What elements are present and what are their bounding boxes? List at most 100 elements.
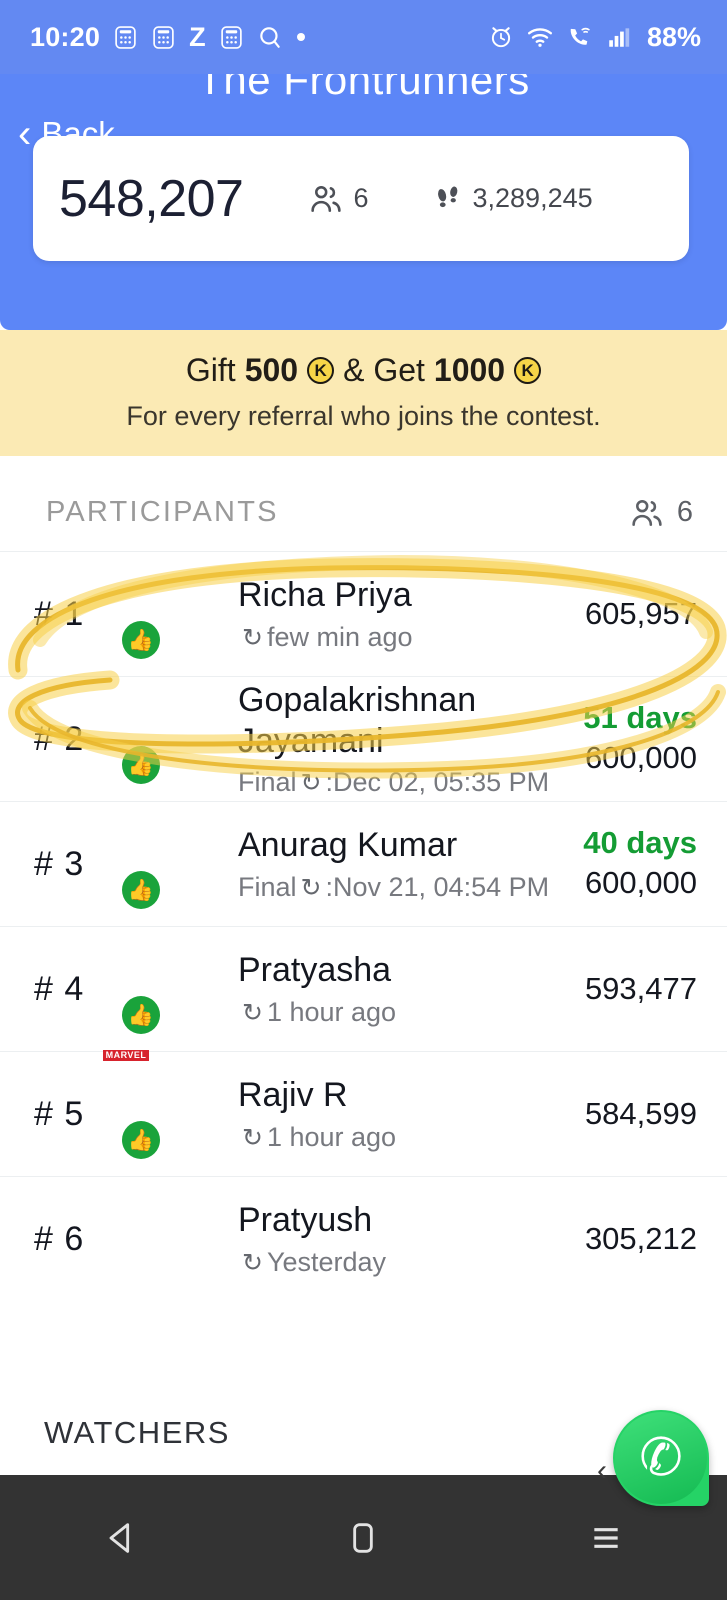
people-icon bbox=[629, 498, 665, 528]
promo-middle: & Get bbox=[343, 352, 425, 388]
alarm-icon bbox=[488, 24, 514, 50]
search-icon bbox=[257, 24, 283, 50]
refresh-icon: ↻ bbox=[300, 768, 322, 797]
participants-stat: 6 bbox=[309, 183, 369, 214]
back-nav-icon[interactable] bbox=[61, 1518, 181, 1558]
recents-nav-icon[interactable] bbox=[546, 1518, 666, 1558]
status-bar-right: 88% bbox=[488, 22, 701, 53]
coin-icon: K bbox=[307, 357, 335, 384]
verified-thumbs-up-icon: 👍 bbox=[122, 621, 160, 659]
table-row[interactable]: # 4 👍 Pratyasha ↻ 1 hour ago 593,477 bbox=[0, 926, 727, 1051]
people-icon bbox=[309, 184, 343, 214]
avatar[interactable]: 👍 bbox=[122, 821, 212, 909]
avatar[interactable]: 👍 bbox=[122, 571, 212, 659]
participant-meta: ↻ few min ago bbox=[238, 622, 514, 653]
participant-meta: ↻ 1 hour ago bbox=[238, 1122, 514, 1153]
days-badge: 40 days bbox=[583, 824, 697, 860]
promo-gift-amount: 500 bbox=[244, 352, 299, 388]
stats-card[interactable]: 548,207 6 3,289,245 bbox=[33, 136, 689, 261]
verified-thumbs-up-icon: 👍 bbox=[122, 746, 160, 784]
score-value: 600,000 bbox=[584, 865, 697, 901]
table-row[interactable]: # 6 Pratyush ↻ Yesterday 305,212 bbox=[0, 1176, 727, 1301]
avatar[interactable]: 👍 bbox=[122, 696, 212, 784]
referral-promo-banner[interactable]: Gift 500 K & Get 1000 K For every referr… bbox=[0, 330, 727, 456]
participant-info: Gopalakrishnan Jayamani Final ↻ :Dec 02,… bbox=[238, 680, 549, 798]
score-value: 305,212 bbox=[584, 1221, 697, 1257]
android-navbar bbox=[0, 1475, 727, 1600]
phone-glyph-icon: ✆ bbox=[639, 1429, 683, 1487]
calculator-icon bbox=[151, 25, 176, 50]
wifi-calling-icon bbox=[566, 24, 593, 50]
fab-collapse-chevron-icon[interactable]: ‹ bbox=[597, 1454, 607, 1487]
participant-name: Richa Priya bbox=[238, 576, 412, 615]
watchers-section-title: WATCHERS bbox=[0, 1371, 727, 1451]
refresh-icon: ↻ bbox=[242, 1123, 263, 1152]
rank-label: # 5 bbox=[34, 1094, 85, 1133]
participant-info: Anurag Kumar Final ↻ :Nov 21, 04:54 PM bbox=[238, 825, 549, 903]
participant-scores: 584,599 bbox=[522, 1093, 697, 1135]
meta-time: 1 hour ago bbox=[266, 996, 397, 1027]
score-value: 605,957 bbox=[584, 596, 697, 632]
table-row[interactable]: # 2 👍 Gopalakrishnan Jayamani Final ↻ :D… bbox=[0, 676, 727, 801]
participant-scores: 593,477 bbox=[522, 968, 697, 1010]
table-row[interactable]: # 3 👍 Anurag Kumar Final ↻ :Nov 21, 04:5… bbox=[0, 801, 727, 926]
avatar[interactable] bbox=[126, 1196, 212, 1282]
whatsapp-fab[interactable]: ✆ ‹ bbox=[597, 1410, 709, 1506]
table-row[interactable]: # 5 MARVEL HALL HEROES 👍 Rajiv R ↻ 1 hou… bbox=[0, 1049, 727, 1176]
table-row[interactable]: # 1 👍 Richa Priya ↻ few min ago 605,957 bbox=[0, 551, 727, 676]
refresh-icon: ↻ bbox=[242, 998, 263, 1027]
contest-header: The Frontrunners ‹ Back 548,207 6 3,289,… bbox=[0, 74, 727, 330]
rank-label: # 2 bbox=[34, 719, 85, 758]
refresh-icon: ↻ bbox=[300, 873, 322, 902]
rank-label: # 4 bbox=[34, 969, 85, 1008]
total-steps-stat: 3,289,245 bbox=[433, 183, 593, 214]
participants-count-value: 6 bbox=[353, 183, 369, 213]
meta-time: Yesterday bbox=[266, 1246, 387, 1277]
participant-meta: ↻ 1 hour ago bbox=[238, 997, 514, 1028]
home-nav-icon[interactable] bbox=[303, 1518, 423, 1558]
verified-thumbs-up-icon: 👍 bbox=[122, 1121, 160, 1159]
participant-meta: Final ↻ :Nov 21, 04:54 PM bbox=[238, 872, 549, 903]
meta-time: 1 hour ago bbox=[266, 1121, 397, 1152]
meta-time: :Nov 21, 04:54 PM bbox=[325, 871, 550, 902]
participant-info: Rajiv R ↻ 1 hour ago bbox=[238, 1075, 522, 1152]
dot-icon bbox=[296, 32, 306, 42]
participant-scores: 605,957 bbox=[522, 593, 697, 635]
rank-label: # 1 bbox=[34, 594, 85, 633]
rank-label: # 6 bbox=[34, 1219, 85, 1258]
promo-headline: Gift 500 K & Get 1000 K bbox=[10, 352, 717, 389]
meta-time: :Dec 02, 05:35 PM bbox=[325, 766, 550, 797]
status-time: 10:20 bbox=[30, 21, 101, 52]
z-app-icon: Z bbox=[189, 21, 206, 52]
refresh-icon: ↻ bbox=[242, 1248, 263, 1277]
rank-label: # 3 bbox=[34, 844, 85, 883]
promo-prefix: Gift bbox=[185, 352, 236, 388]
score-value: 584,599 bbox=[584, 1096, 697, 1132]
score-value: 593,477 bbox=[584, 971, 697, 1007]
participant-scores: 40 days 600,000 bbox=[522, 824, 697, 905]
participant-meta: Final ↻ :Dec 02, 05:35 PM bbox=[238, 766, 549, 798]
participant-name: Anurag Kumar bbox=[238, 826, 458, 865]
meta-prefix: Final bbox=[238, 766, 297, 797]
verified-thumbs-up-icon: 👍 bbox=[122, 996, 160, 1034]
participant-info: Richa Priya ↻ few min ago bbox=[238, 575, 522, 652]
back-chevron-icon[interactable]: ‹ bbox=[18, 112, 32, 156]
participant-scores: 305,212 bbox=[522, 1218, 697, 1260]
participant-scores: 51 days 600,000 bbox=[522, 699, 697, 780]
list-bottom-spacer bbox=[0, 1301, 727, 1371]
participant-name: Pratyasha bbox=[238, 951, 392, 990]
status-bar: 10:20 Z 88% bbox=[0, 0, 727, 74]
avatar[interactable]: MARVEL HALL HEROES 👍 bbox=[93, 1049, 212, 1159]
wifi-icon bbox=[526, 24, 554, 50]
participants-count-value: 6 bbox=[676, 496, 693, 528]
verified-thumbs-up-icon: 👍 bbox=[122, 871, 160, 909]
participant-info: Pratyasha ↻ 1 hour ago bbox=[238, 950, 522, 1027]
avatar[interactable]: 👍 bbox=[122, 946, 212, 1034]
participant-meta: ↻ Yesterday bbox=[238, 1247, 514, 1278]
whatsapp-icon: ✆ bbox=[615, 1412, 707, 1504]
participants-section: PARTICIPANTS 6 # 1 👍 Richa Priya ↻ few m… bbox=[0, 456, 727, 1301]
participant-name: Pratyush bbox=[238, 1201, 373, 1240]
steps-today-value: 548,207 bbox=[59, 169, 244, 228]
signal-icon bbox=[605, 24, 633, 50]
page-title: The Frontrunners bbox=[197, 74, 530, 103]
